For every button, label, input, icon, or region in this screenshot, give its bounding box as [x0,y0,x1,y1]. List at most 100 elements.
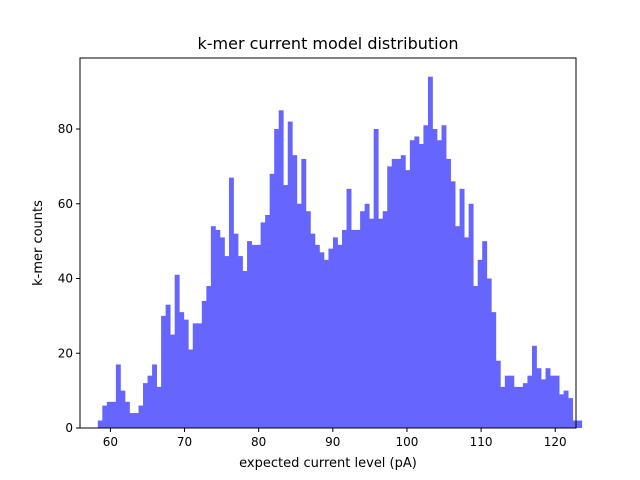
y-tick-label: 20 [58,346,73,360]
histogram-bar [378,218,384,428]
histogram-bar [495,360,501,428]
histogram-bar [161,315,167,428]
histogram-bar [301,158,307,428]
histogram-bar [572,420,578,428]
histogram-bar [500,386,506,428]
histogram-bar [106,401,112,428]
histogram-bar [174,274,180,428]
histogram-bar [373,129,379,428]
histogram-bar [228,177,234,428]
histogram-bar [183,319,189,428]
histogram-bar [170,334,176,428]
histogram-bar [115,364,121,428]
histogram-bar [405,170,411,428]
histogram-bar [206,285,212,428]
histogram-bar [102,405,108,428]
chart-title: k-mer current model distribution [197,34,458,53]
histogram-bar [541,379,546,428]
histogram-bar [414,136,420,429]
histogram-bar [418,143,424,428]
y-axis-ticks: 0 20 40 60 80 [58,122,80,435]
histogram-bar [486,278,492,428]
histogram-bar [369,218,375,428]
histogram-bar [251,244,257,428]
histogram-bar [563,390,569,428]
histogram-bar [242,271,248,428]
histogram-bar [269,173,275,428]
histogram-bar [332,237,338,428]
histogram-bar [337,244,343,428]
histogram-bars [97,76,583,429]
y-tick-label: 60 [58,197,73,211]
histogram-bar [197,323,203,428]
y-axis-label: k-mer counts [31,200,46,286]
histogram-bar [391,158,397,428]
histogram-bar [219,237,225,428]
histogram-bar [441,125,447,429]
histogram-bar [192,323,198,428]
histogram-bar [427,76,433,428]
histogram-bar [143,383,148,428]
histogram-bar [111,401,117,428]
histogram-bar [97,420,103,428]
histogram-bar [554,375,560,428]
histogram-bar [278,110,284,428]
histogram-bar [342,229,347,428]
histogram-bar [577,420,583,428]
histogram-bar [477,259,483,428]
histogram-bar [319,252,325,428]
x-axis-label: expected current level (pA) [239,456,417,471]
histogram-bar [287,121,293,428]
histogram-bar [237,256,243,428]
histogram-bar [260,222,266,428]
histogram-bar [468,203,474,428]
y-tick-label: 40 [58,272,73,286]
histogram-bar [387,166,393,428]
histogram-bar [124,401,130,428]
histogram-bar [305,211,311,428]
x-tick-label: 80 [251,435,266,449]
histogram-bar [409,140,415,428]
y-tick-label: 0 [65,421,73,435]
histogram-bar [355,229,361,428]
x-tick-label: 100 [396,435,419,449]
histogram-bar [201,300,207,428]
histogram-bar [147,375,153,428]
histogram-bar [224,256,230,428]
histogram-bar [522,383,528,428]
histogram-bar [364,203,370,428]
x-tick-label: 120 [544,435,567,449]
histogram-bar [314,244,320,428]
histogram-bar [518,386,524,428]
histogram-bar [482,241,488,428]
histogram-bar [513,386,519,428]
histogram-bar [296,203,302,428]
x-axis-ticks: 60 70 80 90 100 110 120 [103,428,567,449]
x-tick-label: 90 [325,435,340,449]
histogram-bar [400,155,406,429]
histogram-bar [396,158,402,428]
histogram-bar [504,375,510,428]
histogram-bar [138,405,144,428]
histogram-bar [473,285,479,428]
histogram-bar [292,155,298,429]
histogram-bar [346,188,352,428]
histogram-bar [450,181,456,428]
histogram-bar [215,229,221,428]
histogram-bar [328,248,334,428]
histogram-bar [491,312,497,428]
plot-frame [79,57,577,429]
histogram-bar [423,125,429,429]
histogram-bar [550,375,555,428]
histogram-bar [265,214,271,428]
histogram-bar [531,345,537,428]
histogram-bar [459,188,465,428]
histogram-bar [432,129,438,428]
histogram-bar [464,237,470,428]
histogram-bar [156,386,162,428]
histogram-bar [436,140,442,428]
histogram-bar [152,364,157,428]
x-tick-label: 60 [103,435,118,449]
histogram-bar [233,233,239,428]
